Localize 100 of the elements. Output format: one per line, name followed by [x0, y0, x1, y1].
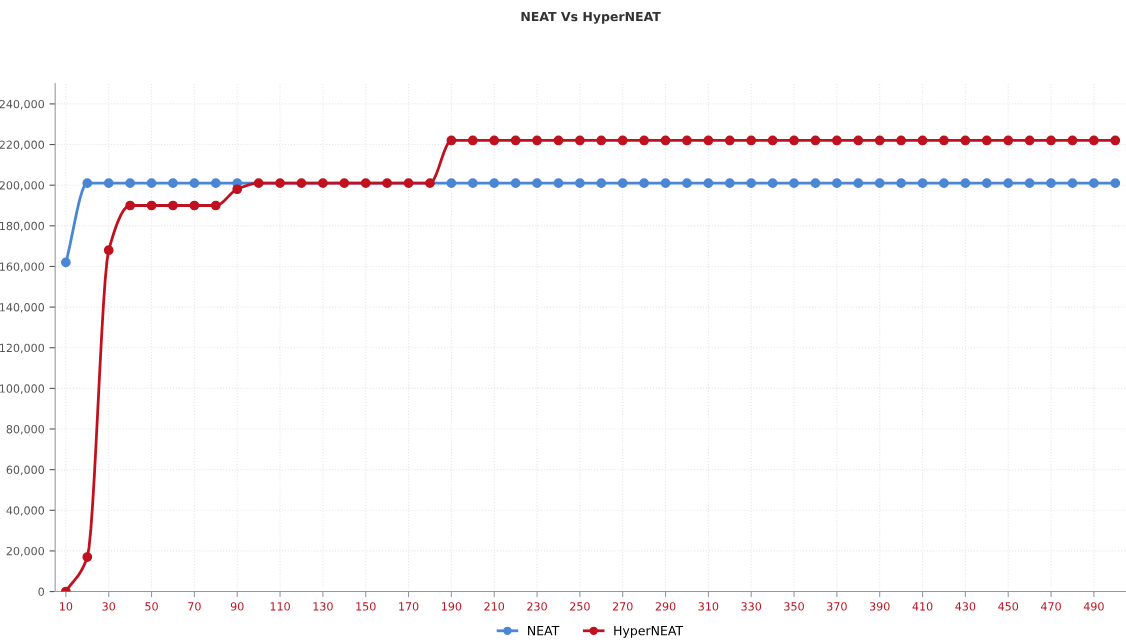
- y-tick-label: 240,000: [0, 99, 45, 110]
- point: [61, 257, 71, 268]
- x-tick-label: 230: [527, 602, 547, 611]
- point: [746, 135, 757, 146]
- x-tick-label: 330: [741, 602, 762, 611]
- point: [832, 135, 842, 146]
- point: [125, 200, 135, 211]
- point: [1046, 178, 1056, 189]
- point: [446, 135, 457, 146]
- point: [275, 178, 285, 189]
- chart-title: NEAT Vs HyperNEAT: [521, 11, 661, 24]
- point: [232, 184, 243, 195]
- point: [510, 178, 521, 189]
- x-tick-label: 450: [998, 602, 1019, 611]
- point: [575, 135, 585, 146]
- x-tick-label: 210: [484, 602, 505, 611]
- point: [1067, 135, 1078, 146]
- y-tick-label: 200,000: [0, 181, 45, 191]
- x-tick-label: 390: [869, 602, 890, 611]
- point: [896, 178, 906, 189]
- point: [767, 178, 778, 189]
- point: [489, 135, 500, 146]
- point: [703, 178, 714, 189]
- x-tick-label: 270: [612, 602, 633, 611]
- x-tick-label: 350: [784, 602, 804, 611]
- point: [403, 178, 414, 189]
- point: [189, 178, 200, 189]
- point: [853, 178, 864, 189]
- x-tick-label: 150: [356, 602, 376, 611]
- point: [660, 178, 671, 189]
- point: [1089, 178, 1099, 189]
- point: [532, 135, 542, 146]
- point: [853, 135, 864, 146]
- point: [1067, 178, 1078, 189]
- x-tick-label: 430: [955, 602, 976, 611]
- point: [425, 178, 435, 189]
- point: [318, 178, 328, 189]
- y-tick-label: 120,000: [0, 343, 45, 354]
- point: [896, 135, 906, 146]
- x-tick-label: 190: [442, 602, 462, 611]
- point: [253, 178, 264, 189]
- x-tick-label: 90: [230, 602, 244, 611]
- point: [532, 178, 542, 189]
- y-tick-label: 220,000: [0, 140, 45, 151]
- point: [467, 135, 478, 146]
- point: [810, 178, 821, 189]
- x-tick-label: 310: [698, 602, 719, 611]
- point: [639, 135, 649, 146]
- point: [832, 178, 842, 189]
- point: [917, 178, 928, 189]
- point: [1003, 135, 1014, 146]
- point: [125, 178, 135, 189]
- point: [960, 178, 971, 189]
- point: [1024, 135, 1035, 146]
- point: [210, 178, 221, 189]
- y-tick-label: 100,000: [0, 384, 45, 394]
- point: [939, 135, 949, 146]
- y-tick-label: 0: [38, 587, 45, 596]
- point: [82, 552, 93, 562]
- point: [339, 178, 350, 189]
- x-tick-label: 110: [270, 602, 290, 611]
- point: [575, 178, 585, 189]
- y-tick-label: 180,000: [0, 221, 45, 232]
- point: [639, 178, 649, 189]
- point: [1110, 178, 1121, 189]
- point: [703, 135, 714, 146]
- point: [553, 135, 564, 146]
- point: [296, 178, 307, 189]
- point: [682, 135, 692, 146]
- point: [553, 178, 564, 189]
- point: [510, 135, 521, 146]
- y-tick-label: 20,000: [6, 546, 45, 557]
- point: [103, 245, 114, 256]
- point: [467, 178, 478, 189]
- point: [874, 135, 885, 146]
- point: [146, 178, 157, 189]
- point: [382, 178, 392, 189]
- point: [981, 178, 992, 189]
- point: [617, 178, 628, 189]
- legend-label: HyperNEAT: [614, 626, 684, 638]
- y-tick-label: 140,000: [0, 303, 45, 313]
- point: [789, 178, 799, 189]
- point: [446, 178, 457, 189]
- point: [660, 135, 671, 146]
- point: [1089, 135, 1099, 146]
- point: [724, 135, 735, 146]
- point: [360, 178, 371, 189]
- point: [810, 135, 821, 146]
- point: [146, 200, 157, 211]
- point: [789, 135, 799, 146]
- y-tick-label: 80,000: [6, 424, 45, 435]
- point: [746, 178, 757, 189]
- point: [1110, 135, 1121, 146]
- point: [168, 178, 178, 189]
- x-tick-label: 30: [102, 602, 116, 611]
- point: [103, 178, 114, 189]
- point: [1046, 135, 1056, 146]
- legend-label: NEAT: [528, 626, 560, 636]
- x-tick-label: 130: [313, 602, 333, 611]
- point: [596, 178, 607, 189]
